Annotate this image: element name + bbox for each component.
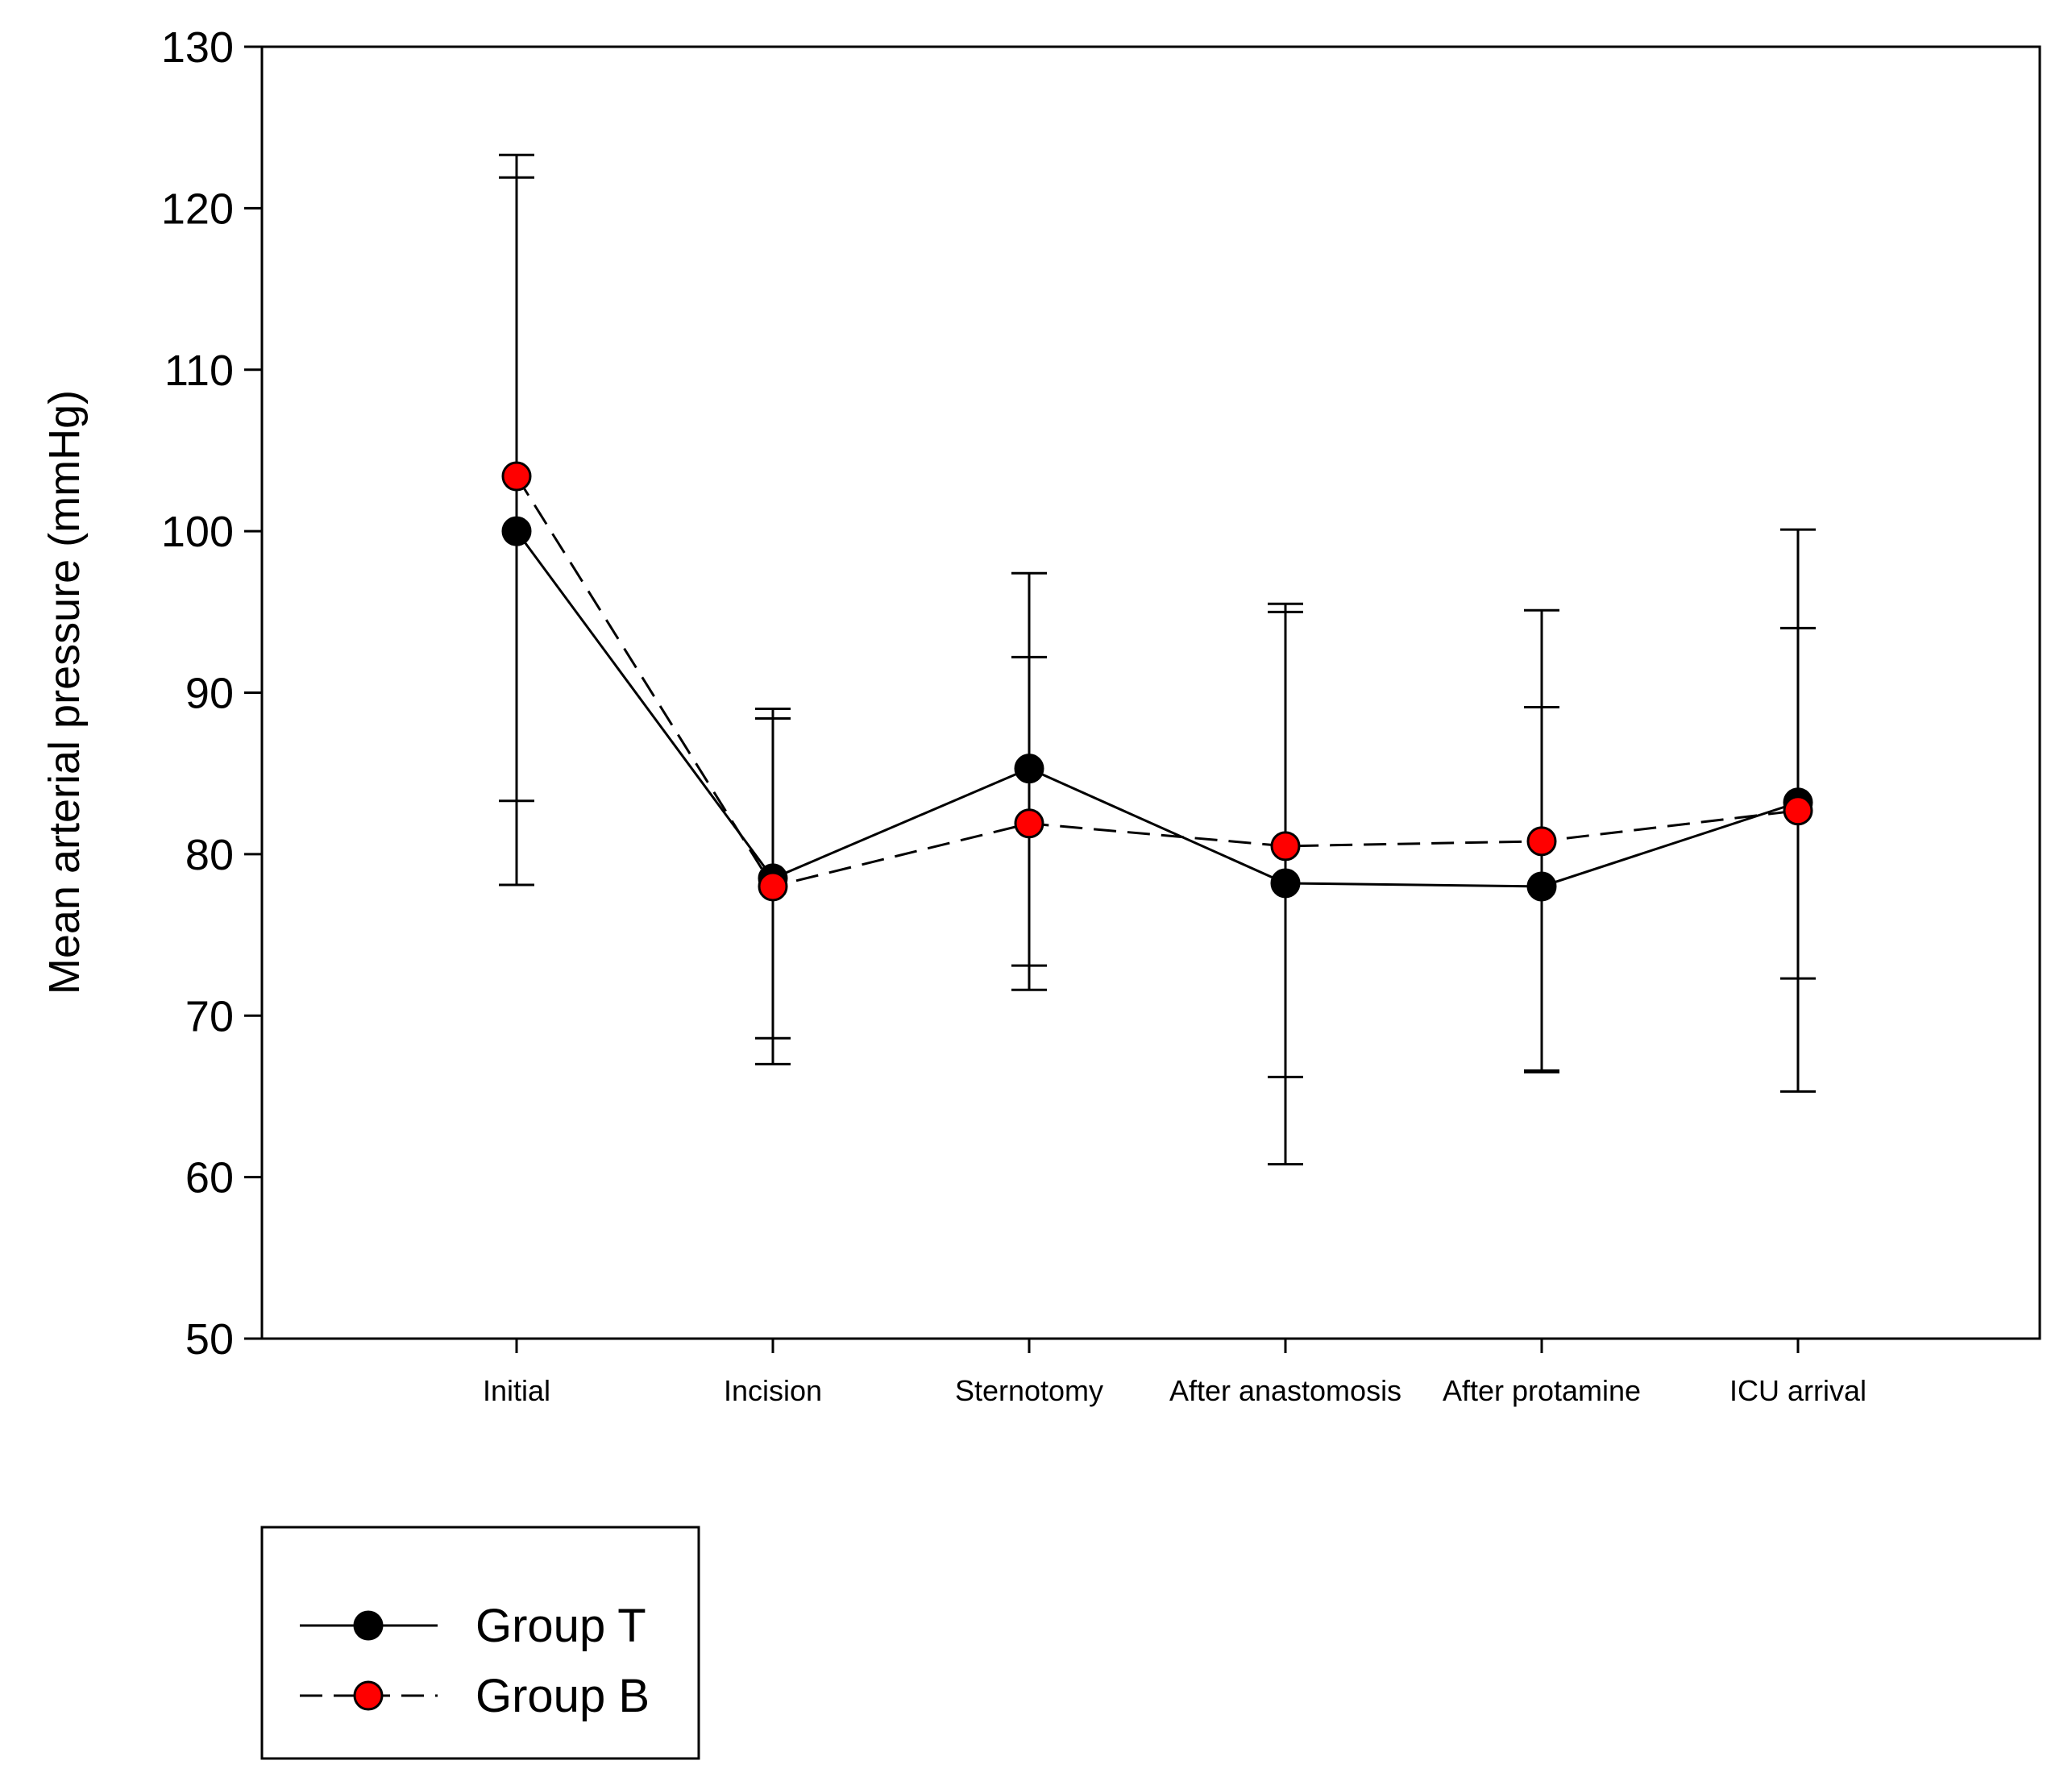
legend-box — [260, 1526, 700, 1760]
plot-frame — [260, 45, 2041, 1340]
data-point — [1014, 754, 1044, 784]
markers-group-t — [501, 516, 1813, 902]
x-tick-label: After anastomosis — [1169, 1374, 1401, 1407]
y-tick-label: 80 — [185, 831, 234, 879]
data-point — [1526, 826, 1557, 857]
data-point — [501, 516, 532, 546]
series-line — [515, 475, 1799, 888]
data-point — [501, 461, 532, 492]
series-line — [515, 530, 1799, 888]
data-point — [1270, 868, 1301, 899]
series-group-t — [499, 176, 1816, 1166]
legend: Group T Group B — [260, 1526, 700, 1760]
legend-label: Group T — [475, 1600, 646, 1652]
y-tick-label: 70 — [185, 992, 234, 1040]
x-tick-label: ICU arrival — [1729, 1374, 1866, 1407]
x-tick-label: After protamine — [1443, 1374, 1641, 1407]
markers-group-b — [501, 461, 1813, 902]
data-point — [1526, 871, 1557, 902]
y-tick-label: 110 — [164, 347, 234, 395]
legend-label: Group B — [475, 1670, 650, 1722]
series-group-b — [499, 153, 1816, 1093]
y-tick-label: 130 — [161, 23, 234, 72]
y-tick-label: 120 — [161, 185, 234, 233]
data-point — [758, 871, 788, 902]
y-tick-label: 50 — [185, 1315, 234, 1364]
y-tick-label: 60 — [185, 1154, 234, 1202]
data-point — [1783, 795, 1813, 826]
x-tick-label: Sternotomy — [955, 1374, 1103, 1407]
series-layer — [499, 153, 1816, 1166]
y-tick-label: 90 — [185, 670, 234, 718]
data-point — [1014, 808, 1044, 839]
y-tick-label: 100 — [161, 508, 234, 556]
data-point — [1270, 831, 1301, 862]
y-axis: 50 60 70 80 90 100 110 120 130 — [161, 23, 262, 1364]
x-tick-label: Incision — [724, 1374, 822, 1407]
x-axis: Initial Incision Sternotomy After anastomos… — [483, 1339, 1866, 1407]
y-axis-label: Mean arterial pressure (mmHg) — [40, 390, 89, 994]
x-tick-label: Initial — [483, 1374, 550, 1407]
legend-marker — [353, 1680, 384, 1711]
legend-marker — [353, 1610, 384, 1641]
